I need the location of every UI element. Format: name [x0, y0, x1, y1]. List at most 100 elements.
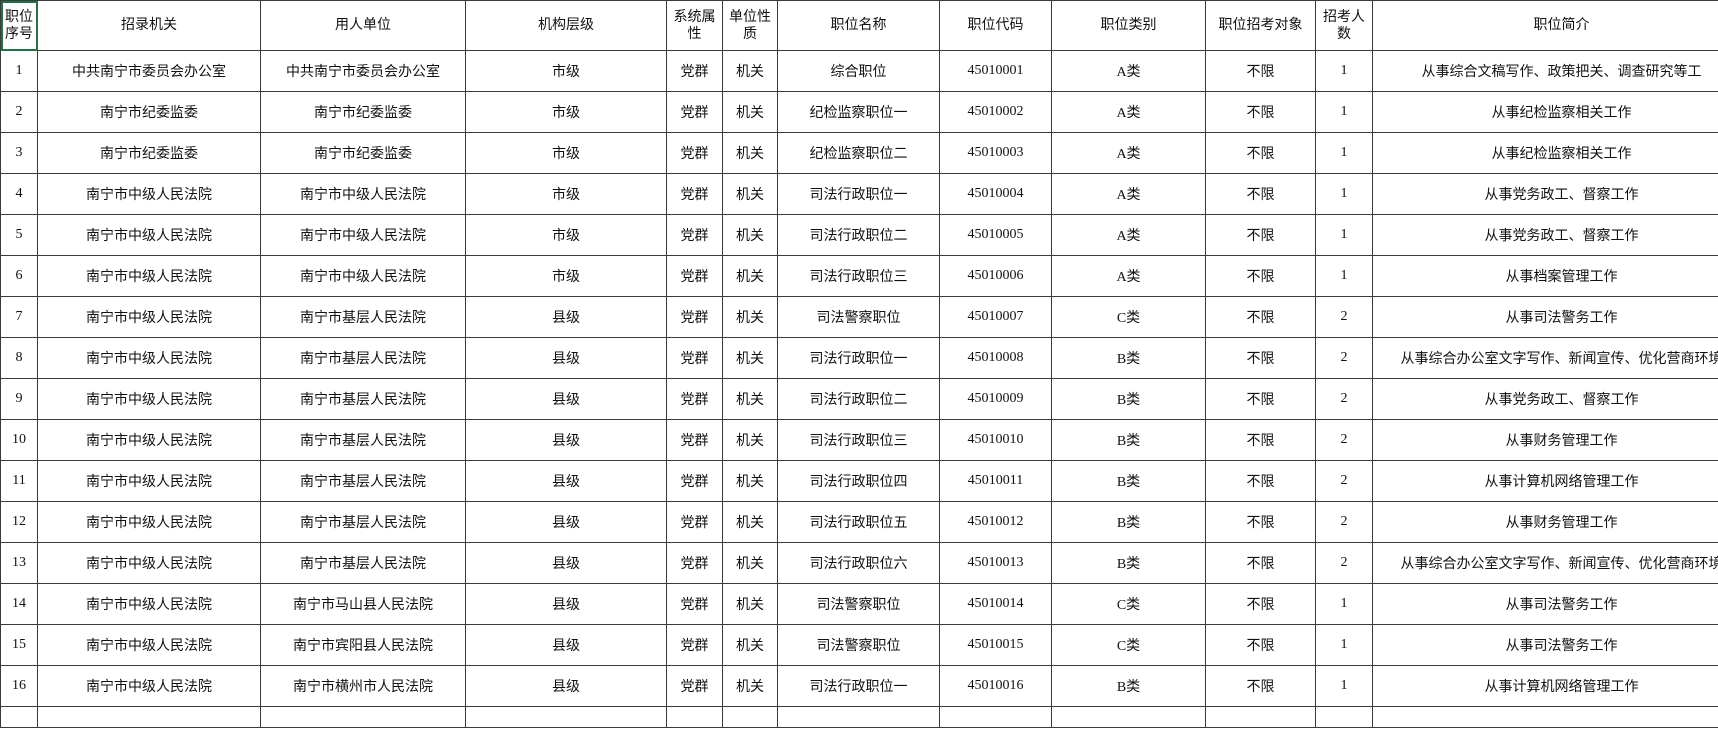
table-row: 2 南宁市纪委监委 南宁市纪委监委 市级 党群 机关 纪检监察职位一 45010002 A类 不限… [0, 91, 1718, 133]
table-cell: 3 [0, 132, 38, 174]
table-cell: 县级 [465, 337, 667, 379]
table-cell: 从事计算机网络管理工作 [1372, 460, 1718, 502]
table-cell: 不限 [1205, 296, 1316, 338]
empty-cell [1051, 706, 1206, 728]
table-row: 6 南宁市中级人民法院 南宁市中级人民法院 市级 党群 机关 司法行政职位三 45010006… [0, 255, 1718, 297]
table-row: 7 南宁市中级人民法院 南宁市基层人民法院 县级 党群 机关 司法警察职位 45010007 C… [0, 296, 1718, 338]
table-cell: 司法行政职位三 [777, 419, 940, 461]
table-cell: 司法行政职位二 [777, 378, 940, 420]
table-cell: 南宁市中级人民法院 [37, 296, 261, 338]
empty-cell [722, 706, 778, 728]
table-cell: 市级 [465, 91, 667, 133]
table-cell: 县级 [465, 501, 667, 543]
table-cell: 南宁市基层人民法院 [260, 378, 466, 420]
table-cell: 司法行政职位二 [777, 214, 940, 256]
table-cell: 机关 [722, 91, 778, 133]
table-cell: 12 [0, 501, 38, 543]
table-cell: 南宁市纪委监委 [37, 132, 261, 174]
table-cell: 南宁市中级人民法院 [37, 460, 261, 502]
table-cell: 综合职位 [777, 50, 940, 92]
table-cell: 13 [0, 542, 38, 584]
table-cell: 2 [1315, 501, 1373, 543]
table-row: 5 南宁市中级人民法院 南宁市中级人民法院 市级 党群 机关 司法行政职位二 45010005… [0, 214, 1718, 256]
table-cell: 不限 [1205, 378, 1316, 420]
empty-cell [1315, 706, 1373, 728]
empty-cell [666, 706, 723, 728]
table-cell: 不限 [1205, 501, 1316, 543]
table-cell: 45010003 [939, 132, 1052, 174]
table-cell: 机关 [722, 50, 778, 92]
table-cell: B类 [1051, 378, 1206, 420]
table-cell: 南宁市中级人民法院 [37, 501, 261, 543]
table-cell: 机关 [722, 132, 778, 174]
table-cell: 从事司法警务工作 [1372, 624, 1718, 666]
table-cell: 从事财务管理工作 [1372, 419, 1718, 461]
table-cell: 机关 [722, 173, 778, 215]
table-cell: 7 [0, 296, 38, 338]
table-cell: 45010006 [939, 255, 1052, 297]
table-row: 13 南宁市中级人民法院 南宁市基层人民法院 县级 党群 机关 司法行政职位六 4501001… [0, 542, 1718, 584]
table-cell: 中共南宁市委员会办公室 [260, 50, 466, 92]
table-cell: 45010001 [939, 50, 1052, 92]
table-cell: 不限 [1205, 91, 1316, 133]
table-cell: 县级 [465, 296, 667, 338]
column-header: 用人单位 [260, 0, 466, 51]
table-cell: 2 [1315, 337, 1373, 379]
table-cell: 市级 [465, 50, 667, 92]
table-cell: 机关 [722, 542, 778, 584]
table-cell: 机关 [722, 501, 778, 543]
table-cell: 机关 [722, 419, 778, 461]
table-cell: 南宁市中级人民法院 [37, 419, 261, 461]
table-cell: 从事档案管理工作 [1372, 255, 1718, 297]
table-cell: 45010002 [939, 91, 1052, 133]
table-cell: 1 [1315, 583, 1373, 625]
table-row: 9 南宁市中级人民法院 南宁市基层人民法院 县级 党群 机关 司法行政职位二 45010009… [0, 378, 1718, 420]
table-cell: 南宁市中级人民法院 [37, 665, 261, 707]
table-cell: 市级 [465, 132, 667, 174]
table-cell: 45010004 [939, 173, 1052, 215]
table-cell: C类 [1051, 296, 1206, 338]
empty-cell [260, 706, 466, 728]
empty-cell [465, 706, 667, 728]
table-cell: 党群 [666, 378, 723, 420]
table-cell: 从事司法警务工作 [1372, 296, 1718, 338]
table-cell: 机关 [722, 460, 778, 502]
table-cell: 45010014 [939, 583, 1052, 625]
empty-cell [939, 706, 1052, 728]
table-cell: 南宁市中级人民法院 [37, 624, 261, 666]
column-header: 职位代码 [939, 0, 1052, 51]
table-cell: 从事党务政工、督察工作 [1372, 173, 1718, 215]
table-cell: 党群 [666, 460, 723, 502]
table-cell: A类 [1051, 50, 1206, 92]
empty-cell [1205, 706, 1316, 728]
table-cell: 8 [0, 337, 38, 379]
table-cell: 南宁市中级人民法院 [260, 214, 466, 256]
column-header: 职位序号 [0, 0, 38, 51]
column-header: 职位名称 [777, 0, 940, 51]
header-row: 职位序号 招录机关 用人单位 机构层级 系统属性 单位性质 职位名称 职位代码 职位类别 职位招考… [0, 0, 1718, 51]
table-cell: 2 [1315, 378, 1373, 420]
table-cell: 县级 [465, 460, 667, 502]
table-row: 3 南宁市纪委监委 南宁市纪委监委 市级 党群 机关 纪检监察职位二 45010003 A类 不限… [0, 132, 1718, 174]
table-cell: 市级 [465, 214, 667, 256]
table-cell: 司法行政职位一 [777, 665, 940, 707]
table-cell: 南宁市中级人民法院 [37, 542, 261, 584]
table-cell: 2 [1315, 419, 1373, 461]
table-cell: 司法行政职位五 [777, 501, 940, 543]
table-cell: 党群 [666, 50, 723, 92]
table-body: 1 中共南宁市委员会办公室 中共南宁市委员会办公室 市级 党群 机关 综合职位 4501000… [0, 50, 1718, 728]
table-cell: 45010010 [939, 419, 1052, 461]
table-cell: 机关 [722, 337, 778, 379]
column-header: 系统属性 [666, 0, 723, 51]
table-cell: B类 [1051, 419, 1206, 461]
empty-cell [0, 706, 38, 728]
empty-cell [1372, 706, 1718, 728]
table-row: 8 南宁市中级人民法院 南宁市基层人民法院 县级 党群 机关 司法行政职位一 45010008… [0, 337, 1718, 379]
table-cell: 从事综合办公室文字写作、新闻宣传、优化营商环境 [1372, 337, 1718, 379]
table-cell: 党群 [666, 173, 723, 215]
column-header: 机构层级 [465, 0, 667, 51]
table-cell: 不限 [1205, 132, 1316, 174]
table-cell: 11 [0, 460, 38, 502]
table-row: 10 南宁市中级人民法院 南宁市基层人民法院 县级 党群 机关 司法行政职位三 4501001… [0, 419, 1718, 461]
